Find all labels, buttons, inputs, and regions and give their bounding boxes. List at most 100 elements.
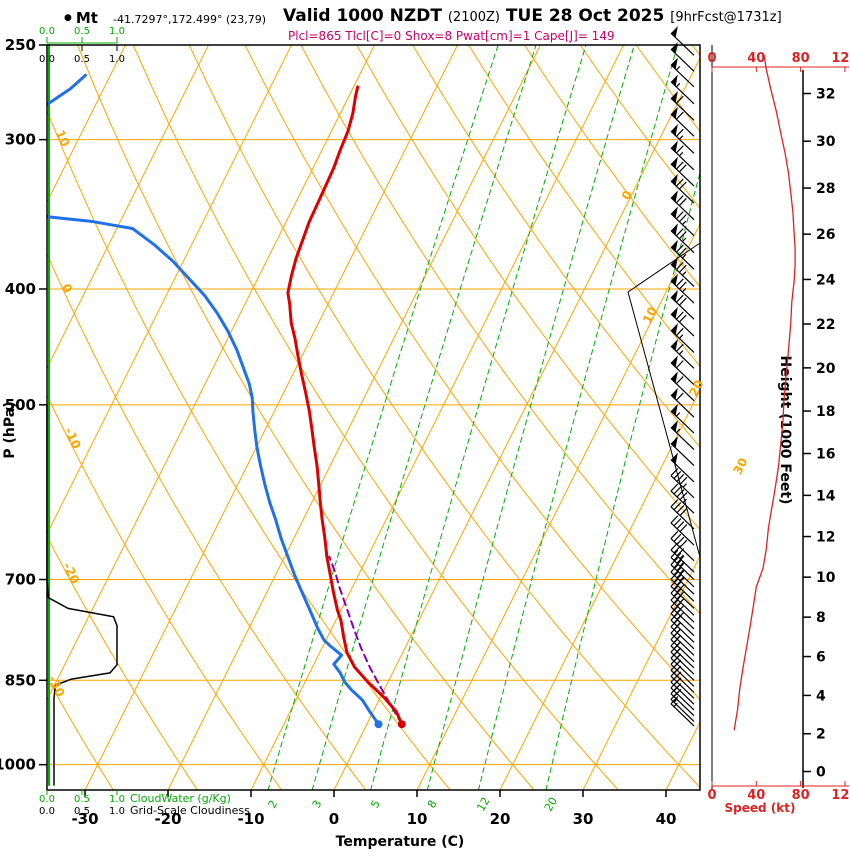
svg-text:8: 8	[816, 610, 826, 626]
svg-text:Temperature (C): Temperature (C)	[336, 834, 465, 850]
svg-text:0.0: 0.0	[39, 794, 55, 805]
forecast-run: [9hrFcst@1731z]	[670, 10, 782, 25]
pressure-axis: 250 300 400 500 700 850 1000 P (hPa)	[0, 36, 47, 774]
svg-text:-20: -20	[60, 561, 82, 587]
svg-text:12: 12	[474, 795, 492, 814]
svg-text:-10: -10	[62, 426, 84, 452]
svg-text:40: 40	[747, 788, 765, 803]
station-title: ● Mt	[64, 9, 98, 27]
station-bullet-icon: ●	[64, 13, 72, 23]
svg-text:24: 24	[816, 272, 836, 288]
svg-text:-10: -10	[237, 810, 264, 828]
svg-text:16: 16	[816, 447, 835, 463]
valid-time-bold: Valid 1000 NZDT	[283, 6, 442, 26]
svg-text:32: 32	[816, 87, 835, 103]
cloud-scales-top: 0.0 0.0 0.5 0.5 1.0 1.0	[39, 26, 125, 65]
svg-text:1.0: 1.0	[109, 806, 125, 817]
svg-text:0: 0	[707, 51, 716, 66]
svg-text:0.5: 0.5	[74, 26, 90, 37]
svg-text:250: 250	[5, 36, 36, 54]
svg-text:10: 10	[53, 128, 73, 149]
svg-text:30: 30	[816, 134, 836, 150]
sounding-indices: Plcl=865 Tlcl[C]=0 Shox=8 Pwat[cm]=1 Cap…	[288, 29, 615, 43]
temperature-axis: -30 -20 -10 0 10 20 30 40 Temperature (C)	[71, 790, 676, 850]
svg-text:2: 2	[266, 798, 281, 811]
skewt-grid	[47, 45, 700, 790]
svg-text:1.0: 1.0	[109, 26, 125, 37]
svg-text:30: 30	[730, 456, 750, 477]
surface-temp-dot	[397, 720, 406, 729]
svg-text:700: 700	[5, 571, 36, 589]
svg-text:20: 20	[542, 795, 560, 814]
svg-text:20: 20	[490, 810, 511, 828]
svg-text:0.5: 0.5	[74, 794, 90, 805]
svg-text:28: 28	[816, 181, 835, 197]
svg-text:120: 120	[831, 788, 850, 803]
svg-text:300: 300	[5, 131, 36, 149]
svg-text:80: 80	[792, 51, 810, 66]
svg-text:0.0: 0.0	[39, 806, 55, 817]
svg-text:1000: 1000	[0, 756, 36, 774]
svg-text:0: 0	[816, 765, 826, 781]
svg-text:6: 6	[816, 650, 826, 666]
svg-text:0.5: 0.5	[74, 806, 90, 817]
sounding-curves	[47, 73, 406, 729]
valid-date: TUE 28 Oct 2025	[505, 6, 665, 26]
svg-text:22: 22	[816, 317, 835, 333]
svg-text:Height (1000 Feet): Height (1000 Feet)	[777, 356, 793, 505]
svg-text:120: 120	[831, 51, 850, 66]
svg-text:10: 10	[816, 570, 836, 586]
svg-text:850: 850	[5, 671, 36, 689]
svg-text:Speed (kt): Speed (kt)	[725, 801, 796, 815]
svg-text:CloudWater (g/Kg): CloudWater (g/Kg)	[130, 792, 231, 805]
svg-text:3: 3	[310, 798, 325, 811]
svg-text:30: 30	[573, 810, 594, 828]
station-name: Mt	[75, 9, 98, 27]
svg-text:0.0: 0.0	[39, 54, 55, 65]
svg-text:-30: -30	[71, 810, 98, 828]
svg-text:400: 400	[5, 280, 36, 298]
svg-text:P (hPa): P (hPa)	[2, 401, 18, 458]
svg-text:2: 2	[816, 727, 826, 743]
svg-text:20: 20	[686, 378, 706, 399]
svg-text:0: 0	[59, 282, 75, 295]
svg-text:Grid-Scale Cloudiness: Grid-Scale Cloudiness	[130, 804, 250, 817]
svg-text:5: 5	[368, 798, 383, 811]
svg-text:20: 20	[816, 361, 836, 377]
svg-text:500: 500	[5, 396, 36, 414]
wind-barbs	[670, 26, 695, 727]
svg-text:0: 0	[707, 788, 716, 803]
svg-text:80: 80	[792, 788, 810, 803]
valid-time-title: Valid 1000 NZDT (2100Z) TUE 28 Oct 2025 …	[283, 6, 782, 26]
mixing-ratio-lines	[267, 45, 700, 790]
svg-text:-20: -20	[154, 810, 181, 828]
svg-text:26: 26	[816, 227, 835, 243]
cloudiness-profile	[46, 404, 118, 786]
plot-border	[46, 44, 713, 791]
svg-text:12: 12	[816, 530, 835, 546]
surface-dewpoint-dot	[374, 720, 383, 729]
svg-text:0.5: 0.5	[74, 54, 90, 65]
svg-text:1.0: 1.0	[109, 794, 125, 805]
speed-axis: 0040408080120120Speed (kt)	[707, 51, 850, 815]
valid-time-utc: (2100Z)	[447, 10, 500, 25]
svg-text:40: 40	[656, 810, 677, 828]
svg-text:14: 14	[816, 488, 836, 504]
svg-text:8: 8	[425, 798, 440, 811]
svg-text:1.0: 1.0	[109, 54, 125, 65]
svg-text:0: 0	[329, 810, 339, 828]
svg-text:40: 40	[747, 51, 765, 66]
svg-text:10: 10	[407, 810, 428, 828]
svg-text:4: 4	[816, 688, 826, 704]
cloud-scales-bottom: 0.00.0 0.50.5 1.01.0 CloudWater (g/Kg)Grid-…	[39, 790, 250, 817]
svg-text:10: 10	[640, 305, 660, 326]
speed-profile-curve	[733, 54, 796, 731]
station-coordinates: -41.7297°,172.499° (23,79)	[113, 13, 267, 26]
chart-header: ● Mt -41.7297°,172.499° (23,79) Valid 100…	[0, 0, 850, 46]
svg-text:18: 18	[816, 404, 835, 420]
